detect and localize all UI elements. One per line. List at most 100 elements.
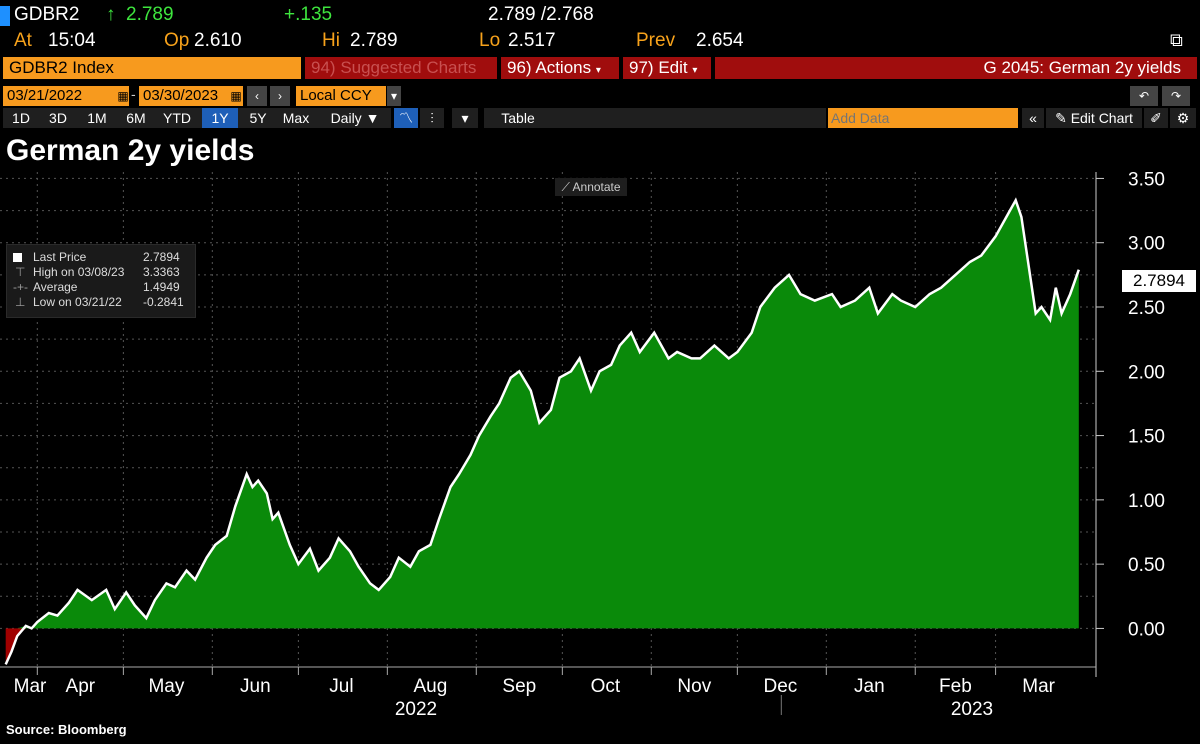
y-tick-label: 3.50 <box>1128 172 1165 190</box>
bid-ask: 2.789 /2.768 <box>488 4 594 25</box>
period-button-3d[interactable]: 3D <box>49 110 67 126</box>
legend-value-low: -0.2841 <box>143 295 184 309</box>
currency-select[interactable]: Local CCY <box>296 86 386 106</box>
actions-button[interactable]: 96) Actions ▾ <box>501 57 619 79</box>
low-value: 2.517 <box>508 30 556 51</box>
period-button-5y[interactable]: 5Y <box>249 110 267 126</box>
y-tick-label: 1.50 <box>1128 427 1165 448</box>
legend-value-high: 3.3363 <box>143 265 180 279</box>
prev-period-icon[interactable]: ‹ <box>247 86 267 106</box>
last-price: 2.789 <box>126 4 174 25</box>
price-chart[interactable]: 0.000.501.001.502.002.503.003.50 Mar Apr M… <box>0 172 1200 718</box>
frequency-label: Daily <box>330 110 362 126</box>
frequency-select[interactable]: Daily ▼ <box>320 108 390 128</box>
up-arrow-icon: ↑ <box>106 4 116 25</box>
edit-button[interactable]: 97) Edit ▾ <box>623 57 711 79</box>
calendar-icon[interactable]: ▦ <box>230 86 242 106</box>
x-tick-label: Jul <box>329 676 353 697</box>
edit-chart-button[interactable]: ✎ Edit Chart <box>1046 108 1142 128</box>
table-button[interactable]: Table <box>484 108 552 128</box>
legend-label-high: High on 03/08/23 <box>33 265 125 279</box>
x-tick-label: Aug <box>413 676 447 697</box>
period-button-6m[interactable]: 6M <box>126 110 146 126</box>
source-label: Source: Bloomberg <box>6 722 127 737</box>
y-tick-label: 2.00 <box>1128 362 1165 383</box>
low-label: Lo <box>479 30 501 51</box>
pencil-icon[interactable]: ✐ <box>1144 108 1168 128</box>
suggested-number: 94) <box>311 58 336 77</box>
dropdown-caret-icon: ▾ <box>595 65 601 76</box>
high-value: 2.789 <box>350 30 398 51</box>
toolbar-spacer <box>552 108 826 128</box>
x-tick-label: May <box>148 676 184 697</box>
date-separator: - <box>131 86 136 102</box>
y-tick-label: 0.50 <box>1128 555 1165 576</box>
legend-label-average: Average <box>33 280 78 294</box>
pop-out-icon[interactable]: ⧉ <box>1170 30 1183 50</box>
net-change: +.135 <box>284 4 333 25</box>
gear-icon[interactable]: ⚙ <box>1170 108 1196 128</box>
add-data-input[interactable] <box>828 108 1018 128</box>
high-marker-icon: ⊤ <box>15 265 26 279</box>
y-tick-label: 3.00 <box>1128 234 1165 255</box>
security-field[interactable]: GDBR2 Index <box>3 57 301 79</box>
annotate-label: Annotate <box>572 180 621 194</box>
x-tick-label: Mar <box>1022 676 1055 697</box>
x-tick-label: Feb <box>939 676 972 697</box>
line-chart-icon[interactable]: 〽 <box>394 108 418 128</box>
calendar-icon[interactable]: ▦ <box>117 86 129 106</box>
dropdown-caret-icon: ▾ <box>692 65 698 76</box>
edit-chart-label: Edit Chart <box>1070 110 1133 126</box>
year-label-2022: 2022 <box>395 699 437 718</box>
period-button-1y[interactable]: 1Y <box>202 108 238 128</box>
open-value: 2.610 <box>194 30 242 51</box>
legend-box: Last Price 2.7894 ⊤ High on 03/08/23 3.3… <box>6 244 196 318</box>
low-marker-icon: ⊥ <box>15 295 26 309</box>
x-axis: Mar Apr May Jun Jul Aug Sep Oct Nov Dec Jan Feb Mar 2… <box>0 666 1096 718</box>
legend-value-last: 2.7894 <box>143 250 180 264</box>
edit-number: 97) <box>629 58 654 77</box>
y-tick-label: 1.00 <box>1128 491 1165 512</box>
quote-row: GDBR2 ↑ 2.789 +.135 2.789 /2.768 <box>0 4 1200 28</box>
x-tick-label: Nov <box>677 676 711 697</box>
legend-label-low: Low on 03/21/22 <box>33 295 122 309</box>
period-button-max[interactable]: Max <box>282 110 310 126</box>
x-tick-label: Jun <box>240 676 271 697</box>
at-value: 15:04 <box>48 30 96 51</box>
chevron-down-icon[interactable]: ▾ <box>387 86 401 106</box>
function-title: G 2045: German 2y yields <box>715 57 1197 79</box>
prev-label: Prev <box>636 30 676 51</box>
period-bar <box>3 108 391 128</box>
x-tick-label: Mar <box>14 676 47 697</box>
suggested-label: Suggested Charts <box>340 58 477 77</box>
year-label-2023: 2023 <box>951 699 993 718</box>
chevron-down-icon[interactable]: ▾ <box>452 108 478 128</box>
actions-number: 96) <box>507 58 532 77</box>
y-axis: 0.00 0.50 1.00 1.50 2.00 2.50 3.00 3.50 <box>1095 172 1165 677</box>
x-tick-label: Dec <box>763 676 797 697</box>
undo-icon[interactable]: ↶ <box>1130 86 1158 106</box>
x-tick-label: Sep <box>502 676 536 697</box>
next-period-icon[interactable]: › <box>270 86 290 106</box>
ticker-symbol: GDBR2 <box>14 4 80 25</box>
collapse-icon[interactable]: « <box>1022 108 1044 128</box>
start-date-field[interactable]: 03/21/2022 <box>3 86 129 106</box>
legend-value-average: 1.4949 <box>143 280 180 294</box>
period-button-1d[interactable]: 1D <box>12 110 30 126</box>
negative-area <box>5 628 1079 665</box>
open-label: Op <box>164 30 190 51</box>
edit-label: Edit <box>658 58 688 77</box>
x-tick-label: Jan <box>854 676 885 697</box>
redo-icon[interactable]: ↷ <box>1162 86 1190 106</box>
period-button-ytd[interactable]: YTD <box>163 110 191 126</box>
legend-label-last: Last Price <box>33 250 87 264</box>
actions-label: Actions <box>535 58 592 77</box>
chart-title: German 2y yields <box>6 134 255 167</box>
end-date-field[interactable]: 03/30/2023 <box>139 86 243 106</box>
last-price-tag: 2.7894 <box>1122 270 1196 292</box>
price-line <box>4 197 1080 665</box>
bar-chart-icon[interactable]: ⫶ <box>420 108 444 128</box>
annotate-button[interactable]: ⟋ Annotate <box>555 178 627 196</box>
period-button-1m[interactable]: 1M <box>87 110 107 126</box>
suggested-charts-button[interactable]: 94) Suggested Charts <box>305 57 497 79</box>
